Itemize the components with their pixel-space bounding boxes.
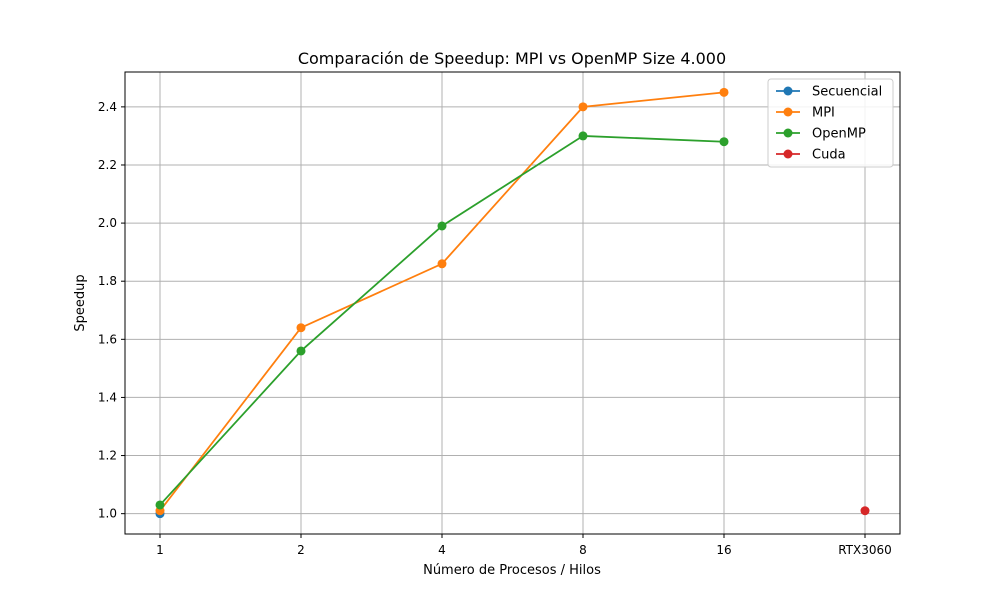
legend-item-mpi: MPI [776,106,835,121]
data-point-cuda [860,506,870,516]
legend-swatch-marker [783,86,793,96]
x-tick-label: 2 [297,543,305,557]
legend-swatch-marker [783,128,793,138]
legend-label: OpenMP [812,127,866,142]
legend: Secuencial MPI OpenMP Cuda [767,78,894,168]
chart-title: Comparación de Speedup: MPI vs OpenMP Si… [298,49,726,68]
y-tick-label: 2.2 [98,158,117,172]
data-point-mpi [719,87,729,97]
x-tick-label: 16 [716,543,731,557]
x-tick-label: 8 [579,543,587,557]
y-tick-label: 1.6 [98,332,117,346]
data-point-openmp [719,137,729,147]
data-point-mpi [437,259,447,269]
legend-label: Secuencial [812,85,882,100]
x-tick-label: 1 [156,543,164,557]
plot-frame [124,71,901,535]
y-tick-label: 2.0 [98,216,117,230]
x-axis-label: Número de Procesos / Hilos [423,563,601,578]
y-tick-label: 2.4 [98,100,117,114]
legend-swatch-marker [783,107,793,117]
y-axis-label: Speedup [73,274,88,331]
legend-item-cuda: Cuda [776,148,846,163]
legend-label: MPI [812,106,835,121]
y-tick-label: 1.4 [98,390,117,404]
tick-layer: 1 2 4 8 16 RTX3060 1.0 1.2 1.4 1.6 1.8 2.0 2.2 2.4 [98,100,892,557]
legend-label: Cuda [812,148,846,163]
series-openmp [155,131,729,510]
data-point-mpi [578,102,588,112]
data-point-openmp [155,500,165,510]
legend-box [767,78,894,168]
data-point-openmp [437,221,447,231]
data-point-openmp [578,131,588,141]
legend-item-secuencial: Secuencial [776,85,882,100]
y-tick-label: 1.0 [98,507,117,521]
data-point-openmp [296,346,306,356]
y-tick-label: 1.2 [98,449,117,463]
legend-item-openmp: OpenMP [776,127,866,142]
data-point-mpi [296,323,306,333]
y-tick-label: 1.8 [98,274,117,288]
legend-swatch-marker [783,149,793,159]
series-layer [155,87,870,519]
series-cuda [860,506,870,516]
grid-layer [125,72,900,534]
x-tick-label: RTX3060 [838,543,892,557]
x-tick-label: 4 [438,543,446,557]
